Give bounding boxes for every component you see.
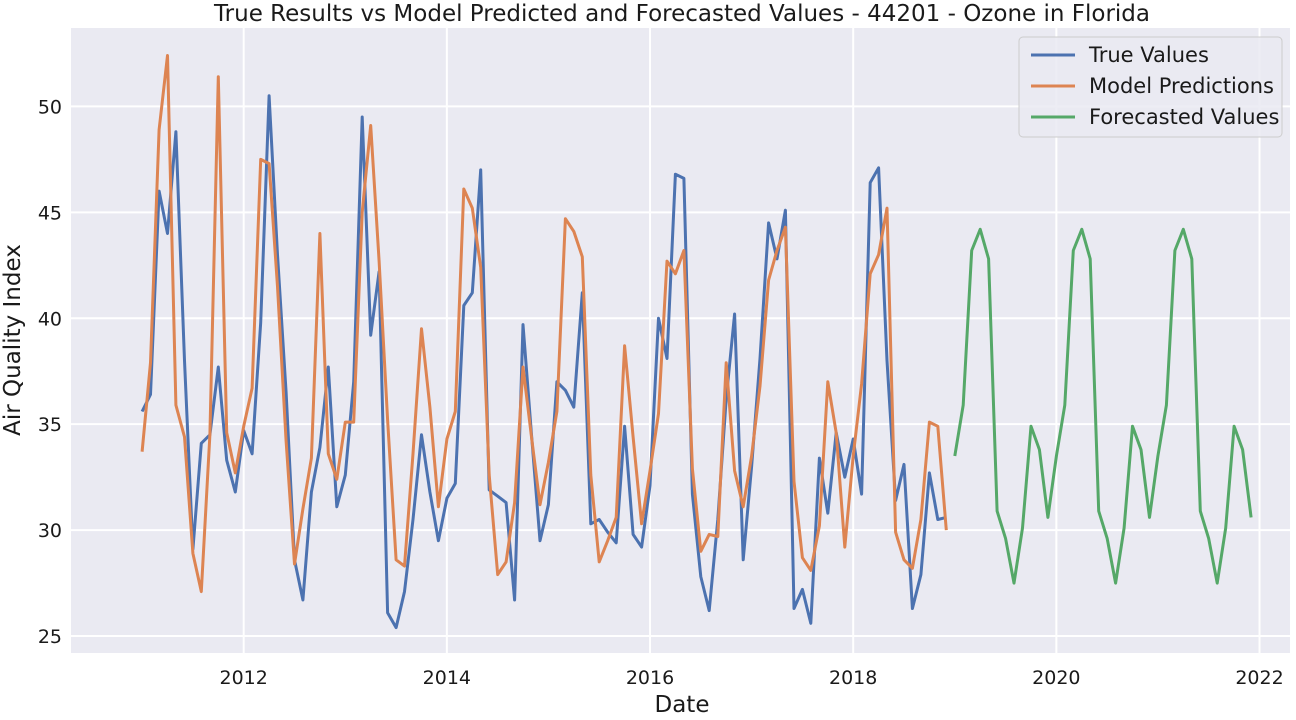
x-tick-label: 2014 [423,667,471,689]
legend-label: True Values [1088,43,1209,67]
y-tick-label: 50 [38,96,62,118]
legend-box [1018,36,1283,138]
chart-title: True Results vs Model Predicted and Fore… [213,1,1150,27]
y-axis-label: Air Quality Index [0,244,26,436]
y-axis-ticks: 25 30 35 40 45 50 [38,96,62,648]
series-line-model-predictions [140,54,948,594]
series-line-forecasted-values [953,227,1253,585]
series-line-true-values [140,94,947,630]
x-axis-label: Date [655,692,710,718]
x-tick-label: 2022 [1235,667,1283,689]
legend-label: Model Predictions [1089,74,1274,98]
x-tick-label: 2018 [829,667,877,689]
y-tick-label: 30 [38,520,62,542]
series-lines [140,54,1253,630]
x-tick-label: 2016 [626,667,674,689]
x-tick-label: 2020 [1032,667,1080,689]
y-tick-label: 35 [38,414,62,436]
y-tick-label: 25 [38,626,62,648]
legend: True Values Model Predictions Forecasted V… [1018,36,1283,138]
legend-label: Forecasted Values [1089,105,1279,129]
y-tick-label: 40 [38,308,62,330]
x-tick-label: 2012 [220,667,268,689]
x-axis-ticks: 2012 2014 2016 2018 2020 2022 [220,667,1284,689]
y-tick-label: 45 [38,202,62,224]
grid [71,28,1290,653]
